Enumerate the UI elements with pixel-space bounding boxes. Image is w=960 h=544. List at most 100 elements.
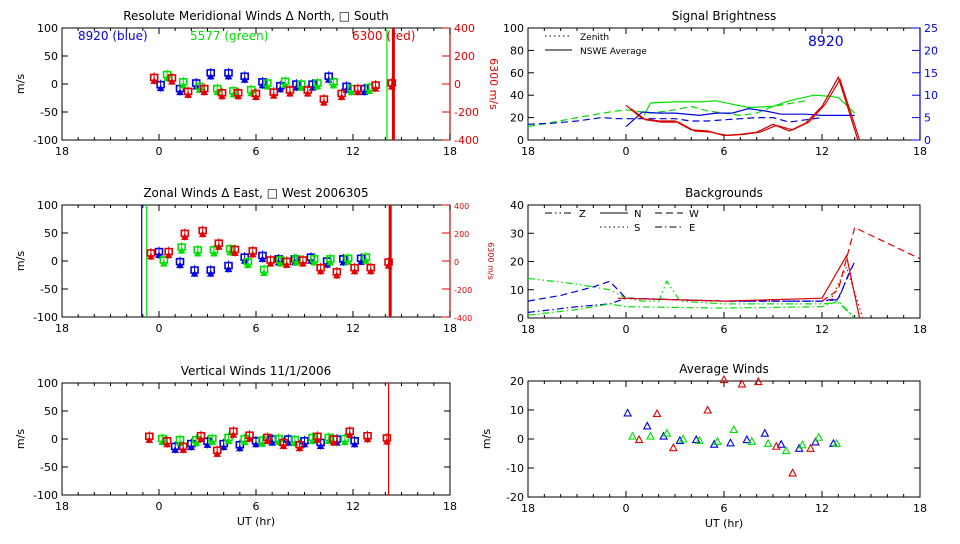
legend-label: Z <box>579 209 586 220</box>
series-green <box>527 100 806 128</box>
y-tick-label: 0 <box>517 134 524 147</box>
data-point-triangle <box>206 270 215 277</box>
data-point-triangle <box>362 257 370 264</box>
data-point-triangle <box>713 436 722 445</box>
data-point-triangle <box>329 439 338 446</box>
series-line <box>625 75 859 141</box>
x-tick-label: 18 <box>913 323 927 336</box>
data-point-triangle <box>245 435 254 442</box>
data-point-triangle <box>177 247 186 254</box>
data-point-triangle <box>244 261 252 269</box>
data-point-triangle <box>224 72 233 80</box>
series-line <box>821 226 921 302</box>
data-point-triangle <box>279 442 288 449</box>
series-green <box>527 300 856 319</box>
data-point-triangle <box>224 265 233 273</box>
x-tick-label: 18 <box>913 145 927 158</box>
data-point-triangle <box>198 230 207 238</box>
data-point-triangle <box>219 443 228 451</box>
data-point-triangle <box>313 83 322 90</box>
data-point-triangle <box>703 405 713 414</box>
data-point-triangle <box>320 99 328 106</box>
data-point-triangle <box>258 255 267 263</box>
data-point-triangle <box>231 249 239 256</box>
y-tick-label: 100 <box>37 199 58 212</box>
x-tick-label: 12 <box>815 323 829 336</box>
legend-label: NSWE Average <box>580 47 647 57</box>
data-point-triangle <box>339 258 348 266</box>
data-point-triangle <box>365 87 374 94</box>
series-green <box>628 424 842 455</box>
data-point-triangle <box>347 88 356 96</box>
data-point-triangle <box>310 258 319 266</box>
data-point-triangle <box>337 93 346 100</box>
data-point-triangle <box>184 91 192 98</box>
legend-label: S <box>634 223 640 234</box>
series-red <box>634 374 815 477</box>
x-tick-label: 12 <box>346 322 360 335</box>
y-tick-label: -20 <box>506 491 524 504</box>
data-point-triangle <box>266 260 275 267</box>
y-tick-label: 50 <box>44 50 58 63</box>
data-point-triangle <box>814 432 824 441</box>
data-point-triangle <box>187 443 196 451</box>
data-point-triangle <box>286 90 294 97</box>
data-point-triangle <box>163 440 171 448</box>
y-tick-label: -50 <box>40 283 58 296</box>
data-point-triangle <box>366 267 375 275</box>
y-tick-label: 0 <box>517 433 524 446</box>
y-tick-label: 80 <box>510 44 524 57</box>
y-tick-label: 60 <box>510 67 524 80</box>
y2-tick-label: 200 <box>454 230 469 239</box>
series-darkred <box>625 75 859 141</box>
data-point-triangle <box>384 262 393 269</box>
legend-label: N <box>634 209 641 220</box>
series-red <box>146 225 393 279</box>
chart-title: Average Winds <box>679 362 769 376</box>
data-point-triangle <box>303 90 312 97</box>
data-point-triangle <box>832 438 842 447</box>
data-point-triangle <box>269 92 278 99</box>
data-point-triangle <box>276 260 285 267</box>
data-point-triangle <box>332 271 341 279</box>
x-tick-label: 0 <box>623 502 630 515</box>
data-point-triangle <box>675 435 685 444</box>
y-tick-label: 40 <box>510 199 524 212</box>
x-tick-label: 18 <box>443 500 457 513</box>
x-tick-label: 18 <box>443 145 457 158</box>
x-tick-label: 6 <box>721 502 728 515</box>
data-point-triangle <box>200 88 209 96</box>
x-tick-label: 18 <box>55 145 69 158</box>
y-tick-label: 20 <box>510 112 524 125</box>
y-tick-label: -10 <box>506 462 524 475</box>
data-point-triangle <box>726 438 735 447</box>
y2-tick-label: 10 <box>924 89 938 102</box>
y2-tick-label: 0 <box>454 78 461 91</box>
data-point-triangle <box>292 258 301 266</box>
data-point-triangle <box>350 267 359 275</box>
data-point-triangle <box>678 434 688 443</box>
data-point-triangle <box>240 438 249 446</box>
x-tick-label: 0 <box>156 322 163 335</box>
y-tick-label: 100 <box>503 22 524 35</box>
data-point-triangle <box>313 436 322 443</box>
data-point-triangle <box>235 444 244 452</box>
data-point-triangle <box>742 434 752 444</box>
plot-frame <box>527 380 921 498</box>
data-point-triangle <box>781 445 791 455</box>
series-blue <box>625 107 855 128</box>
data-point-triangle <box>350 440 359 448</box>
data-point-triangle <box>234 92 243 100</box>
y-tick-label: -100 <box>33 311 58 324</box>
x-tick-label: 18 <box>443 322 457 335</box>
series-line <box>527 266 852 313</box>
data-point-triangle <box>263 83 272 90</box>
data-point-triangle <box>326 258 335 266</box>
x-tick-label: 6 <box>253 322 260 335</box>
legend-label: E <box>689 223 695 234</box>
wavelength-annotation: 8920 <box>808 34 844 50</box>
data-point-triangle <box>298 260 307 267</box>
y-axis-label: m/s <box>14 429 27 449</box>
y2-tick-label: -400 <box>454 134 479 147</box>
y-tick-label: 30 <box>510 227 524 240</box>
